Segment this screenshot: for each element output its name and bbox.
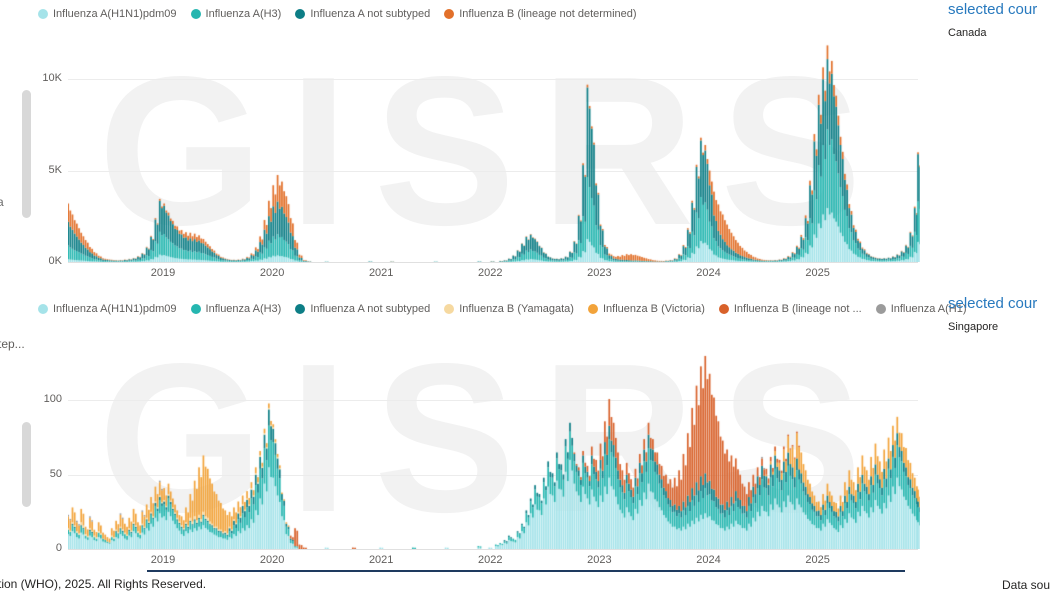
x-axis-tick-label: 2025 [805, 554, 830, 566]
legend-canada: Influenza A(H1N1)pdm09 Influenza A(H3) Inf… [38, 8, 637, 20]
legend-label: Influenza A not subtyped [310, 303, 431, 315]
legend-item[interactable]: Influenza A not subtyped [295, 303, 430, 315]
x-axis-tick-label: 2025 [805, 267, 830, 279]
legend-item[interactable]: Influenza B (Victoria) [587, 303, 705, 315]
legend-swatch-icon [38, 304, 48, 314]
legend-swatch-icon [444, 304, 455, 314]
scrollbar-thumb-bottom[interactable] [22, 422, 31, 507]
y-axis-tick-label: 0K [48, 255, 62, 267]
x-axis-tick-label: 2021 [368, 554, 394, 566]
footer-copyright: tion (WHO), 2025. All Rights Reserved. [0, 577, 207, 591]
legend-swatch-icon [38, 9, 48, 19]
footer-divider [147, 570, 905, 572]
legend-item[interactable]: Influenza A(H1) [875, 303, 967, 315]
x-axis-tick-label: 2022 [478, 554, 503, 566]
x-axis-tick-label: 2019 [150, 554, 176, 566]
legend-swatch-icon [190, 9, 201, 19]
y-axis-tick-label: 0 [55, 542, 62, 554]
x-axis-tick-label: 2020 [259, 267, 285, 279]
legend-item[interactable]: Influenza B (Yamagata) [444, 303, 574, 315]
legend-swatch-icon [718, 304, 729, 314]
legend-item[interactable]: Influenza A(H3) [190, 303, 282, 315]
x-axis-tick-label: 2024 [696, 554, 721, 566]
x-axis-tick-label: 2021 [368, 267, 394, 279]
x-axis-line-top [68, 262, 918, 263]
x-axis-line-bottom [68, 549, 918, 550]
legend-label: Influenza A(H3) [205, 303, 282, 315]
legend-label: Influenza A not subtyped [310, 8, 431, 20]
legend-label: Influenza A(H1) [890, 303, 967, 315]
y-axis-tick-label: 50 [49, 468, 62, 480]
legend-label: Influenza A(H1N1)pdm09 [53, 303, 177, 315]
legend-item[interactable]: Influenza A(H1N1)pdm09 [38, 303, 177, 315]
x-axis-tick-label: 2024 [696, 267, 721, 279]
x-axis-tick-label: 2020 [259, 554, 285, 566]
legend-item[interactable]: Influenza B (lineage not ... [718, 303, 862, 315]
legend-item[interactable]: Influenza A(H3) [190, 8, 282, 20]
x-axis-tick-label: 2022 [478, 267, 503, 279]
x-axis-tick-label: 2019 [150, 267, 176, 279]
legend-label: Influenza A(H1N1)pdm09 [53, 8, 177, 20]
country-label-canada: Canada [948, 27, 987, 39]
y-axis-tick-label: 5K [48, 164, 62, 176]
legend-swatch-icon [295, 304, 306, 314]
singapore-stacked-bar-chart [68, 352, 920, 549]
y-axis-tick-label: 10K [42, 72, 62, 84]
legend-item[interactable]: Influenza A not subtyped [295, 8, 430, 20]
panel-title-selected-country-top: selected cour [948, 1, 1038, 18]
legend-singapore: Influenza A(H1N1)pdm09 Influenza A(H3) Inf… [38, 303, 967, 315]
legend-swatch-icon [875, 304, 886, 314]
legend-swatch-icon [444, 9, 455, 19]
legend-label: Influenza B (lineage not ... [733, 303, 862, 315]
legend-swatch-icon [587, 304, 598, 314]
canada-stacked-bar-chart [68, 37, 920, 262]
legend-label: Influenza B (lineage not determined) [459, 8, 637, 20]
y-axis-tick-label: 100 [43, 393, 62, 405]
clipped-label-a: a [0, 195, 4, 209]
country-label-singapore: Singapore [948, 321, 999, 333]
legend-label: Influenza B (Victoria) [602, 303, 705, 315]
scrollbar-thumb-top[interactable] [22, 90, 31, 218]
x-axis-tick-label: 2023 [587, 554, 612, 566]
legend-label: Influenza B (Yamagata) [459, 303, 574, 315]
panel-title-selected-country-bottom: selected cour [948, 295, 1038, 312]
footer-datasource[interactable]: Data sou [1002, 578, 1050, 592]
legend-swatch-icon [295, 9, 306, 19]
clipped-label-tep: tep... [0, 337, 25, 351]
legend-item[interactable]: Influenza B (lineage not determined) [444, 8, 637, 20]
legend-label: Influenza A(H3) [205, 8, 282, 20]
legend-item[interactable]: Influenza A(H1N1)pdm09 [38, 8, 177, 20]
legend-swatch-icon [190, 304, 201, 314]
x-axis-tick-label: 2023 [587, 267, 612, 279]
